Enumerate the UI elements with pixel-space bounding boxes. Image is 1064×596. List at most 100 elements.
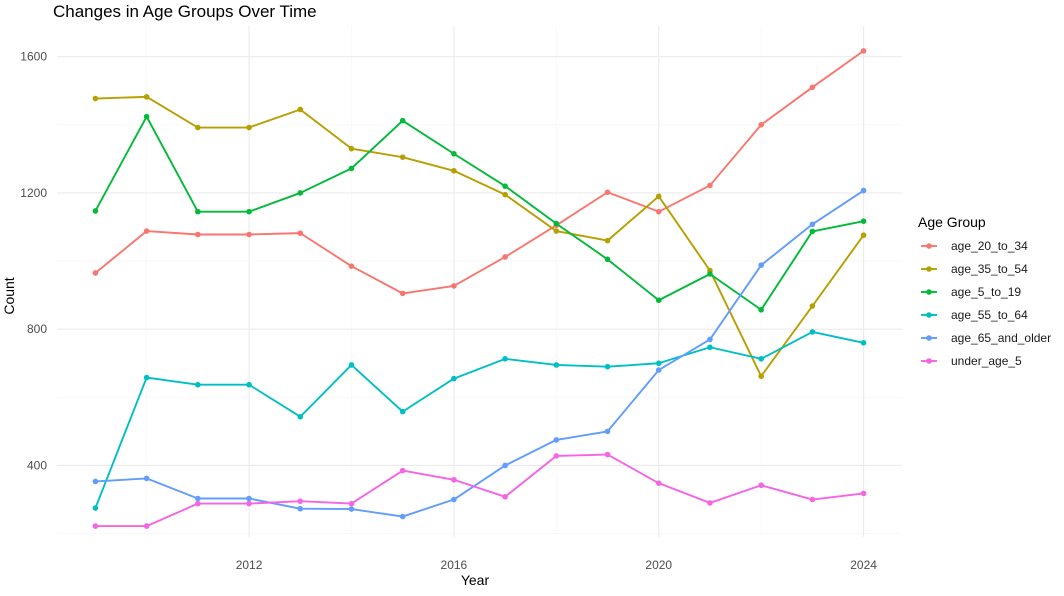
- data-point: [143, 374, 150, 381]
- series-layer: [92, 48, 867, 529]
- data-point: [195, 500, 201, 507]
- legend-label: age_5_to_19: [951, 285, 1021, 299]
- data-point: [246, 381, 252, 388]
- series-line: [94, 330, 864, 509]
- legend-key-point: [926, 289, 932, 295]
- data-point: [553, 362, 560, 368]
- legend-title: Age Group: [918, 214, 986, 230]
- series-age_20_to_34: [92, 48, 867, 297]
- legend-label: age_35_to_54: [951, 262, 1028, 276]
- legend-item-under_age_5: under_age_5: [921, 354, 1022, 368]
- series-age_55_to_64: [92, 329, 867, 511]
- data-point: [655, 480, 662, 486]
- legend-label: age_55_to_64: [951, 308, 1028, 322]
- data-point: [502, 494, 508, 500]
- data-point: [297, 505, 304, 512]
- data-point: [246, 208, 252, 215]
- x-tick-label: 2024: [850, 558, 877, 572]
- data-point: [348, 145, 355, 152]
- data-point: [195, 231, 201, 238]
- data-point: [502, 462, 508, 469]
- data-point: [604, 451, 611, 458]
- data-point: [348, 362, 355, 368]
- data-point: [758, 262, 764, 268]
- data-point: [758, 121, 764, 128]
- data-point: [451, 167, 457, 174]
- series-line: [95, 189, 865, 518]
- data-point: [399, 408, 406, 415]
- series-age_5_to_19: [92, 113, 867, 313]
- data-point: [758, 373, 764, 380]
- data-point: [707, 500, 713, 506]
- legend-label: age_65_and_older: [951, 331, 1051, 345]
- x-tick-label: 2016: [441, 558, 468, 572]
- series-under_age_5: [92, 451, 867, 529]
- x-axis-title: Year: [461, 572, 490, 588]
- data-point: [707, 344, 713, 351]
- data-point: [604, 237, 611, 244]
- data-point: [143, 94, 150, 100]
- series-line: [95, 95, 865, 378]
- series-line: [95, 453, 864, 528]
- data-point: [399, 154, 406, 160]
- legend-key-point: [926, 335, 932, 341]
- data-point: [809, 84, 816, 91]
- data-point: [451, 150, 457, 157]
- legend-label: under_age_5: [951, 354, 1022, 368]
- legend-label: age_20_to_34: [951, 239, 1028, 253]
- data-point: [860, 490, 867, 497]
- data-point: [860, 232, 867, 238]
- data-point: [655, 297, 662, 304]
- data-point: [758, 356, 764, 362]
- series-age_65_and_older: [92, 187, 867, 520]
- data-point: [655, 360, 662, 367]
- data-point: [553, 437, 560, 443]
- data-point: [92, 208, 99, 214]
- data-point: [758, 482, 764, 489]
- data-point: [348, 506, 355, 512]
- data-point: [809, 228, 816, 235]
- data-point: [297, 498, 304, 505]
- data-point: [655, 367, 662, 373]
- data-point: [809, 303, 816, 309]
- data-point: [860, 218, 867, 225]
- data-point: [758, 306, 764, 313]
- data-point: [604, 428, 611, 435]
- legend-key-point: [926, 358, 932, 364]
- data-point: [297, 413, 304, 420]
- data-point: [604, 256, 611, 263]
- data-point: [143, 475, 150, 482]
- legend-item-age_55_to_64: age_55_to_64: [921, 308, 1028, 322]
- data-point: [451, 476, 457, 483]
- data-point: [348, 165, 355, 172]
- data-point: [860, 48, 867, 54]
- legend-item-age_20_to_34: age_20_to_34: [921, 239, 1028, 253]
- data-point: [655, 208, 662, 215]
- data-point: [195, 381, 201, 388]
- data-point: [143, 523, 150, 529]
- data-point: [195, 495, 201, 502]
- data-point: [707, 182, 713, 189]
- legend-key-point: [926, 312, 932, 318]
- data-point: [92, 270, 99, 276]
- data-point: [348, 500, 355, 507]
- data-point: [399, 117, 406, 124]
- data-point: [399, 513, 406, 520]
- y-tick-label: 1200: [20, 186, 47, 200]
- data-point: [809, 329, 816, 335]
- y-tick-label: 400: [27, 458, 47, 472]
- data-point: [451, 283, 457, 289]
- data-point: [655, 193, 662, 200]
- data-point: [860, 340, 867, 346]
- series-line: [94, 50, 865, 295]
- data-point: [143, 113, 150, 120]
- data-point: [502, 191, 508, 198]
- data-point: [553, 220, 560, 227]
- legend: Age Group age_20_to_34 age_35_to_54 age_5_…: [918, 214, 1051, 368]
- data-point: [604, 189, 611, 196]
- data-point: [502, 254, 508, 260]
- data-point: [92, 95, 99, 102]
- data-point: [246, 124, 252, 131]
